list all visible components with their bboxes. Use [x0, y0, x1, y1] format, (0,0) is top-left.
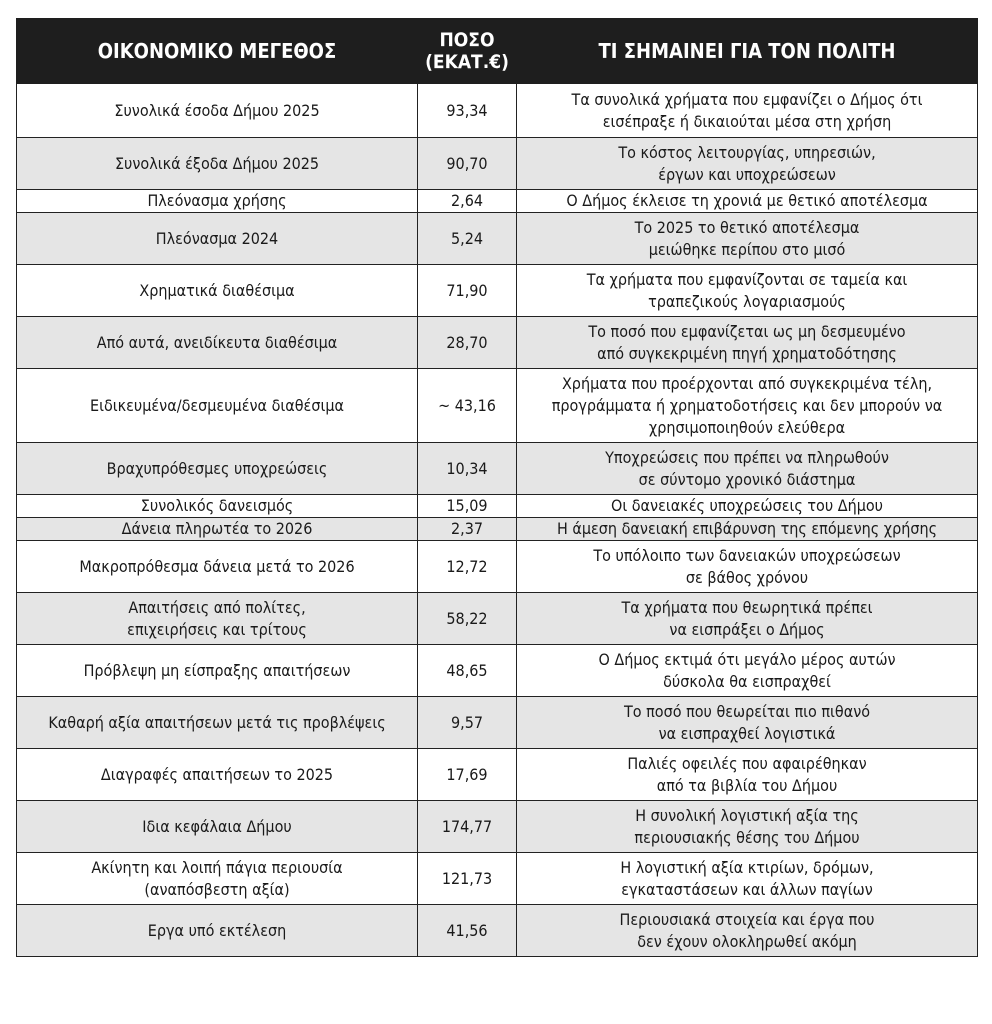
amount-cell: 121,73 — [417, 852, 517, 905]
table-row: Συνολικός δανεισμός 15,09 Οι δανειακές υπο… — [16, 494, 978, 518]
amount-cell: 10,34 — [417, 442, 517, 495]
financial-item-cell: Μακροπρόθεσμα δάνεια μετά το 2026 — [16, 540, 418, 593]
table-row: Ιδια κεφάλαια Δήμου 174,77 Η συνολική λογι… — [16, 800, 978, 853]
financial-table-container: ΟΙΚΟΝΟΜΙΚΟ ΜΕΓΕΘΟΣ ΠΟΣΟ (ΕΚΑΤ.€) ΤΙ ΣΗΜΑ… — [16, 18, 978, 957]
table-row: Χρηματικά διαθέσιμα 71,90 Τα χρήματα που ε… — [16, 264, 978, 317]
amount-cell: 174,77 — [417, 800, 517, 853]
financial-item-cell: Από αυτά, ανειδίκευτα διαθέσιμα — [16, 316, 418, 369]
amount-cell: 41,56 — [417, 904, 517, 957]
table-row: Δάνεια πληρωτέα το 2026 2,37 Η άμεση δανει… — [16, 517, 978, 541]
table-row: Πλεόνασμα 2024 5,24 Το 2025 το θετικό αποτ… — [16, 212, 978, 265]
financial-item-cell: Καθαρή αξία απαιτήσεων μετά τις προβλέψε… — [16, 696, 418, 749]
meaning-cell: Το ποσό που θεωρείται πιο πιθανό να εισπ… — [516, 696, 978, 749]
amount-cell: 15,09 — [417, 494, 517, 518]
meaning-cell: Τα χρήματα που θεωρητικά πρέπει να εισπρ… — [516, 592, 978, 645]
header-financial-item: ΟΙΚΟΝΟΜΙΚΟ ΜΕΓΕΘΟΣ — [16, 18, 418, 84]
amount-cell: 2,37 — [417, 517, 517, 541]
header-amount: ΠΟΣΟ (ΕΚΑΤ.€) — [417, 18, 517, 84]
meaning-cell: Χρήματα που προέρχονται από συγκεκριμένα… — [516, 368, 978, 443]
table-row: Πρόβλεψη μη είσπραξης απαιτήσεων 48,65 Ο Δ… — [16, 644, 978, 697]
meaning-cell: Η συνολική λογιστική αξία της περιουσιακ… — [516, 800, 978, 853]
meaning-cell: Η λογιστική αξία κτιρίων, δρόμων, εγκατα… — [516, 852, 978, 905]
table-row: Συνολικά έξοδα Δήμου 2025 90,70 Το κόστος … — [16, 137, 978, 190]
amount-cell: 5,24 — [417, 212, 517, 265]
table-row: Ακίνητη και λοιπή πάγια περιουσία (αναπό… — [16, 852, 978, 905]
amount-cell: 2,64 — [417, 189, 517, 213]
table-row: Διαγραφές απαιτήσεων το 2025 17,69 Παλιές … — [16, 748, 978, 801]
financial-item-cell: Συνολικά έσοδα Δήμου 2025 — [16, 83, 418, 138]
amount-cell: 12,72 — [417, 540, 517, 593]
financial-item-cell: Διαγραφές απαιτήσεων το 2025 — [16, 748, 418, 801]
table-row: Πλεόνασμα χρήσης 2,64 Ο Δήμος έκλεισε τη χ… — [16, 189, 978, 213]
table-row: Εργα υπό εκτέλεση 41,56 Περιουσιακά στοιχε… — [16, 904, 978, 957]
financial-item-cell: Ακίνητη και λοιπή πάγια περιουσία (αναπό… — [16, 852, 418, 905]
header-meaning: ΤΙ ΣΗΜΑΙΝΕΙ ΓΙΑ ΤΟΝ ΠΟΛΙΤΗ — [516, 18, 978, 84]
financial-item-cell: Πρόβλεψη μη είσπραξης απαιτήσεων — [16, 644, 418, 697]
financial-item-cell: Ιδια κεφάλαια Δήμου — [16, 800, 418, 853]
table-row: Συνολικά έσοδα Δήμου 2025 93,34 Τα συνολικ… — [16, 83, 978, 138]
amount-cell: 17,69 — [417, 748, 517, 801]
amount-cell: 71,90 — [417, 264, 517, 317]
financial-table: ΟΙΚΟΝΟΜΙΚΟ ΜΕΓΕΘΟΣ ΠΟΣΟ (ΕΚΑΤ.€) ΤΙ ΣΗΜΑ… — [16, 18, 978, 957]
financial-item-cell: Πλεόνασμα χρήσης — [16, 189, 418, 213]
meaning-cell: Η άμεση δανειακή επιβάρυνση της επόμενης… — [516, 517, 978, 541]
table-body: Συνολικά έσοδα Δήμου 2025 93,34 Τα συνολικ… — [16, 83, 978, 957]
financial-item-cell: Συνολικός δανεισμός — [16, 494, 418, 518]
meaning-cell: Παλιές οφειλές που αφαιρέθηκαν από τα βι… — [516, 748, 978, 801]
meaning-cell: Τα συνολικά χρήματα που εμφανίζει ο Δήμο… — [516, 83, 978, 138]
financial-item-cell: Εργα υπό εκτέλεση — [16, 904, 418, 957]
header-amount-line2: (ΕΚΑΤ.€) — [425, 51, 509, 73]
financial-item-cell: Απαιτήσεις από πολίτες, επιχειρήσεις και… — [16, 592, 418, 645]
meaning-cell: Το υπόλοιπο των δανειακών υποχρεώσεων σε… — [516, 540, 978, 593]
financial-item-cell: Χρηματικά διαθέσιμα — [16, 264, 418, 317]
header-row: ΟΙΚΟΝΟΜΙΚΟ ΜΕΓΕΘΟΣ ΠΟΣΟ (ΕΚΑΤ.€) ΤΙ ΣΗΜΑ… — [16, 18, 978, 84]
table-row: Απαιτήσεις από πολίτες, επιχειρήσεις και… — [16, 592, 978, 645]
amount-cell: 58,22 — [417, 592, 517, 645]
amount-cell: 9,57 — [417, 696, 517, 749]
table-row: Ειδικευμένα/δεσμευμένα διαθέσιμα ~ 43,16 Χ… — [16, 368, 978, 443]
meaning-cell: Το 2025 το θετικό αποτέλεσμα μειώθηκε πε… — [516, 212, 978, 265]
meaning-cell: Περιουσιακά στοιχεία και έργα που δεν έχ… — [516, 904, 978, 957]
financial-item-cell: Συνολικά έξοδα Δήμου 2025 — [16, 137, 418, 190]
financial-item-cell: Βραχυπρόθεσμες υποχρεώσεις — [16, 442, 418, 495]
meaning-cell: Τα χρήματα που εμφανίζονται σε ταμεία κα… — [516, 264, 978, 317]
amount-cell: 28,70 — [417, 316, 517, 369]
table-row: Από αυτά, ανειδίκευτα διαθέσιμα 28,70 Το π… — [16, 316, 978, 369]
amount-cell: ~ 43,16 — [417, 368, 517, 443]
header-amount-line1: ΠΟΣΟ — [439, 29, 495, 51]
financial-item-cell: Ειδικευμένα/δεσμευμένα διαθέσιμα — [16, 368, 418, 443]
meaning-cell: Ο Δήμος εκτιμά ότι μεγάλο μέρος αυτών δύ… — [516, 644, 978, 697]
meaning-cell: Οι δανειακές υποχρεώσεις του Δήμου — [516, 494, 978, 518]
meaning-cell: Το ποσό που εμφανίζεται ως μη δεσμευμένο… — [516, 316, 978, 369]
amount-cell: 93,34 — [417, 83, 517, 138]
table-row: Βραχυπρόθεσμες υποχρεώσεις 10,34 Υποχρεώσε… — [16, 442, 978, 495]
amount-cell: 90,70 — [417, 137, 517, 190]
table-row: Μακροπρόθεσμα δάνεια μετά το 2026 12,72 Το… — [16, 540, 978, 593]
financial-item-cell: Πλεόνασμα 2024 — [16, 212, 418, 265]
table-row: Καθαρή αξία απαιτήσεων μετά τις προβλέψε… — [16, 696, 978, 749]
meaning-cell: Το κόστος λειτουργίας, υπηρεσιών, έργων … — [516, 137, 978, 190]
amount-cell: 48,65 — [417, 644, 517, 697]
financial-item-cell: Δάνεια πληρωτέα το 2026 — [16, 517, 418, 541]
meaning-cell: Ο Δήμος έκλεισε τη χρονιά με θετικό αποτ… — [516, 189, 978, 213]
meaning-cell: Υποχρεώσεις που πρέπει να πληρωθούν σε σ… — [516, 442, 978, 495]
